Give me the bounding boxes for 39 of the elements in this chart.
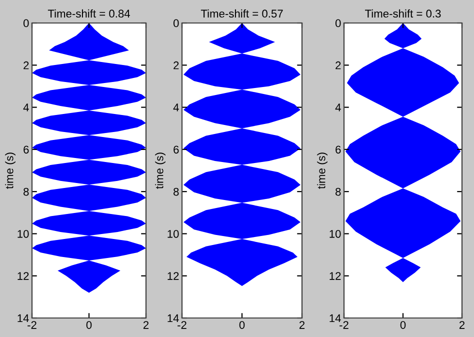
y-tick-label: 4 — [173, 104, 179, 112]
y-tick-label: 8 — [336, 188, 341, 196]
x-tick-label: -2 — [340, 321, 348, 329]
x-tick-label: 2 — [143, 321, 149, 329]
y-tick-label: 6 — [336, 146, 341, 154]
x-tick-label: 2 — [299, 321, 305, 329]
y-tick-label: 0 — [23, 19, 29, 28]
y-tick-label: 0 — [335, 19, 341, 28]
y-tick-label: 6 — [174, 146, 179, 154]
y-tick-label: 8 — [24, 188, 29, 196]
y-tick-label: 2 — [24, 61, 29, 70]
x-tick-label: 0 — [86, 321, 92, 329]
y-axis-title: time (s) — [155, 152, 166, 189]
y-tick-label: 14 — [168, 314, 179, 322]
y-tick-label: 14 — [18, 314, 29, 322]
y-tick-label: 10 — [18, 230, 29, 238]
y-tick-label: 8 — [174, 188, 179, 196]
y-tick-label: 10 — [330, 230, 341, 238]
y-tick-label: 4 — [23, 104, 29, 112]
x-tick-label: -2 — [28, 321, 36, 329]
y-tick-label: 12 — [168, 272, 179, 280]
y-tick-label: 2 — [336, 61, 341, 70]
x-tick-label: -2 — [178, 321, 186, 329]
chart-title: Time-shift = 0.3 — [365, 9, 441, 18]
y-axis-title: time (s) — [5, 152, 16, 189]
chart-title: Time-shift = 0.84 — [48, 9, 130, 18]
x-tick-label: 0 — [400, 321, 406, 329]
x-tick-label: 0 — [239, 321, 245, 329]
y-tick-label: 12 — [330, 272, 341, 280]
x-tick-label: 2 — [459, 321, 465, 329]
chart-title: Time-shift = 0.57 — [200, 9, 283, 18]
y-tick-label: 4 — [335, 104, 341, 112]
y-tick-label: 14 — [330, 314, 341, 322]
y-tick-label: 10 — [168, 230, 179, 238]
y-tick-label: 6 — [24, 146, 29, 154]
y-tick-label: 2 — [174, 61, 179, 70]
y-tick-label: 0 — [173, 19, 179, 28]
y-axis-title: time (s) — [317, 152, 328, 189]
y-tick-label: 12 — [18, 272, 29, 280]
